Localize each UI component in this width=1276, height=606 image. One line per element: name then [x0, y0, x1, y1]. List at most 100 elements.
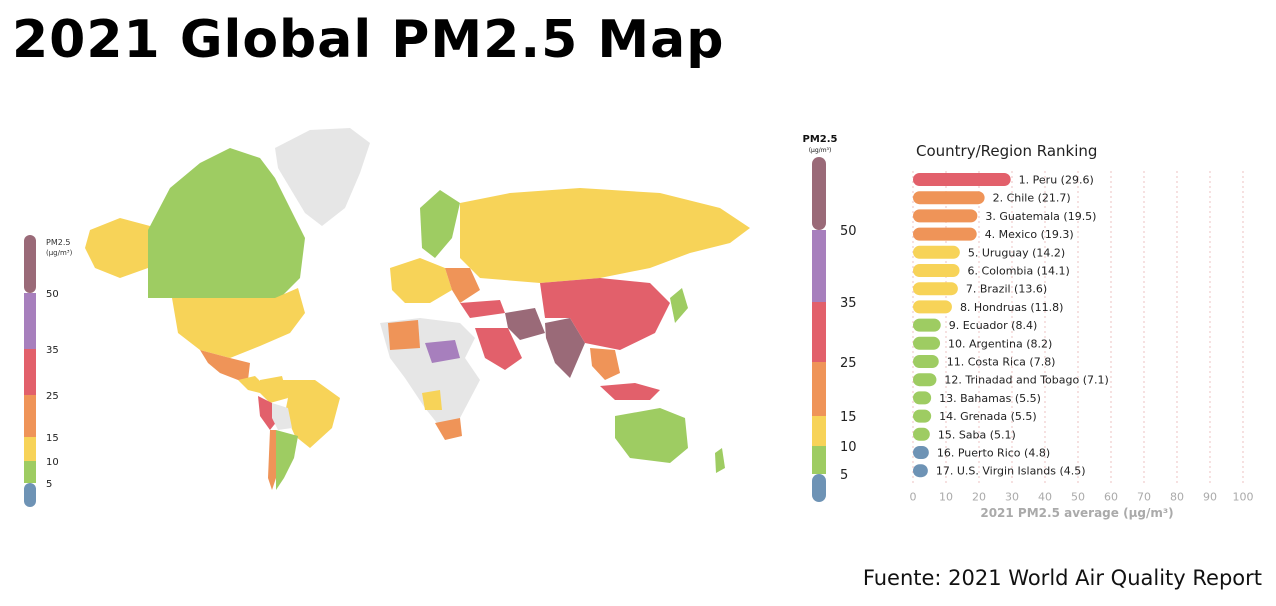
bar [913, 446, 929, 459]
region-russia [460, 188, 750, 283]
x-tick-label: 10 [939, 490, 953, 503]
region-chile [268, 430, 276, 490]
x-tick-label: 30 [1005, 490, 1019, 503]
legend-big-title-1: PM2.5 [803, 134, 838, 145]
bar-label: 15. Saba (5.1) [938, 428, 1016, 441]
bar-label: 13. Bahamas (5.5) [939, 392, 1041, 405]
legend-small-band-10-15 [24, 437, 36, 461]
region-argentina [276, 430, 298, 490]
region-alaska [85, 218, 150, 278]
legend-small-title-2: (µg/m³) [46, 249, 73, 257]
region-chad-sudan [425, 340, 460, 363]
x-tick-label: 70 [1137, 490, 1151, 503]
legend-small-tick-15: 15 [46, 433, 59, 444]
legend-big-band-0-5 [812, 474, 826, 502]
region-mexico [200, 350, 250, 380]
ranking-grid [912, 171, 1244, 485]
legend-small-tick-10: 10 [46, 457, 59, 468]
bar [913, 336, 941, 350]
bar-label: 1. Peru (29.6) [1019, 174, 1094, 187]
legend-big-band-50plus [812, 157, 826, 230]
bar-label: 4. Mexico (19.3) [985, 228, 1074, 241]
bar-label: 9. Ecuador (8.4) [949, 319, 1038, 332]
legend-small: PM2.5 (µg/m³) 50 35 25 15 10 5 [24, 235, 73, 507]
region-se-asia [590, 348, 620, 380]
legend-small-band-15-25 [24, 395, 36, 437]
bar-label: 7. Brazil (13.6) [966, 283, 1047, 296]
region-angola [422, 390, 442, 410]
legend-big-tick-50: 50 [840, 224, 857, 239]
x-tick-label: 50 [1071, 490, 1085, 503]
legend-big-tick-35: 35 [840, 296, 857, 311]
region-australia [615, 408, 688, 463]
bar-label: 10. Argentina (8.2) [948, 337, 1052, 350]
bar-label: 8. Hondruas (11.8) [960, 301, 1063, 314]
region-canada [148, 148, 305, 300]
legend-small-tick-5: 5 [46, 479, 52, 490]
bar [913, 227, 977, 241]
bar [913, 355, 939, 368]
bar-label: 2. Chile (21.7) [993, 192, 1071, 205]
legend-small-title-1: PM2.5 [46, 238, 70, 247]
region-iran [505, 308, 545, 340]
source-note: Fuente: 2021 World Air Quality Report [862, 566, 1262, 590]
bar [913, 464, 928, 478]
region-bolivia [272, 403, 292, 430]
bar [913, 373, 937, 387]
region-india [545, 318, 585, 378]
legend-small-band-5-10 [24, 461, 36, 483]
x-tick-label: 60 [1104, 490, 1118, 503]
bar [913, 427, 930, 441]
ranking-x-ticks: 0 10 20 30 40 50 60 70 80 90 100 [910, 490, 1254, 503]
legend-big-title-2: (µg/m³) [809, 147, 832, 154]
legend-big-tick-10: 10 [840, 440, 857, 455]
ranking-bars: 1. Peru (29.6) 2. Chile (21.7) 3. Guatemal… [913, 173, 1109, 478]
legend-big-tick-25: 25 [840, 356, 857, 371]
bar-label: 17. U.S. Virgin Islands (4.5) [936, 465, 1086, 478]
region-colombia [260, 376, 288, 403]
bar-label: 16. Puerto Rico (4.8) [937, 447, 1050, 460]
legend-big: PM2.5 (µg/m³) 50 35 25 15 10 5 [803, 134, 857, 502]
legend-big-band-35-50 [812, 230, 826, 302]
region-usa [172, 288, 305, 358]
legend-small-tick-25: 25 [46, 391, 59, 402]
region-peru [258, 396, 278, 430]
bar [913, 245, 960, 259]
region-new-zealand [715, 448, 725, 473]
legend-big-tick-5: 5 [840, 468, 848, 483]
bar-label: 3. Guatemala (19.5) [985, 210, 1096, 223]
region-brazil [282, 380, 340, 448]
legend-big-band-25-35 [812, 302, 826, 362]
region-turkey [460, 300, 505, 318]
bar [913, 173, 1011, 186]
x-tick-label: 100 [1233, 490, 1254, 503]
legend-big-band-15-25 [812, 362, 826, 416]
bar-label: 6. Colombia (14.1) [968, 265, 1070, 278]
bar [913, 391, 932, 405]
bar [913, 318, 941, 332]
bar-label: 11. Costa Rica (7.8) [947, 356, 1056, 369]
page-title: 2021 Global PM2.5 Map [12, 10, 725, 70]
bar-label: 12. Trinadad and Tobago (7.1) [944, 374, 1108, 387]
ranking-chart: Country/Region Ranking 1. Peru (29.6) 2. … [910, 142, 1254, 520]
region-china [540, 278, 670, 350]
bar-label: 14. Grenada (5.5) [939, 410, 1037, 423]
legend-small-band-25-35 [24, 349, 36, 395]
world-map [85, 128, 750, 490]
region-arabia [475, 328, 522, 370]
bar [913, 300, 952, 314]
legend-big-band-10-15 [812, 416, 826, 446]
bar [913, 409, 932, 423]
legend-small-band-50plus [24, 235, 36, 293]
legend-small-tick-50: 50 [46, 289, 59, 300]
region-south-africa [435, 418, 462, 440]
legend-small-band-35-50 [24, 293, 36, 349]
legend-big-band-5-10 [812, 446, 826, 474]
bar-label: 5. Uruguay (14.2) [968, 246, 1065, 259]
x-tick-label: 90 [1203, 490, 1217, 503]
legend-small-band-0-5 [24, 483, 36, 507]
region-algeria [388, 320, 420, 350]
legend-big-tick-15: 15 [840, 410, 857, 425]
ranking-x-label: 2021 PM2.5 average (µg/m³) [980, 506, 1173, 520]
bar [913, 209, 978, 223]
